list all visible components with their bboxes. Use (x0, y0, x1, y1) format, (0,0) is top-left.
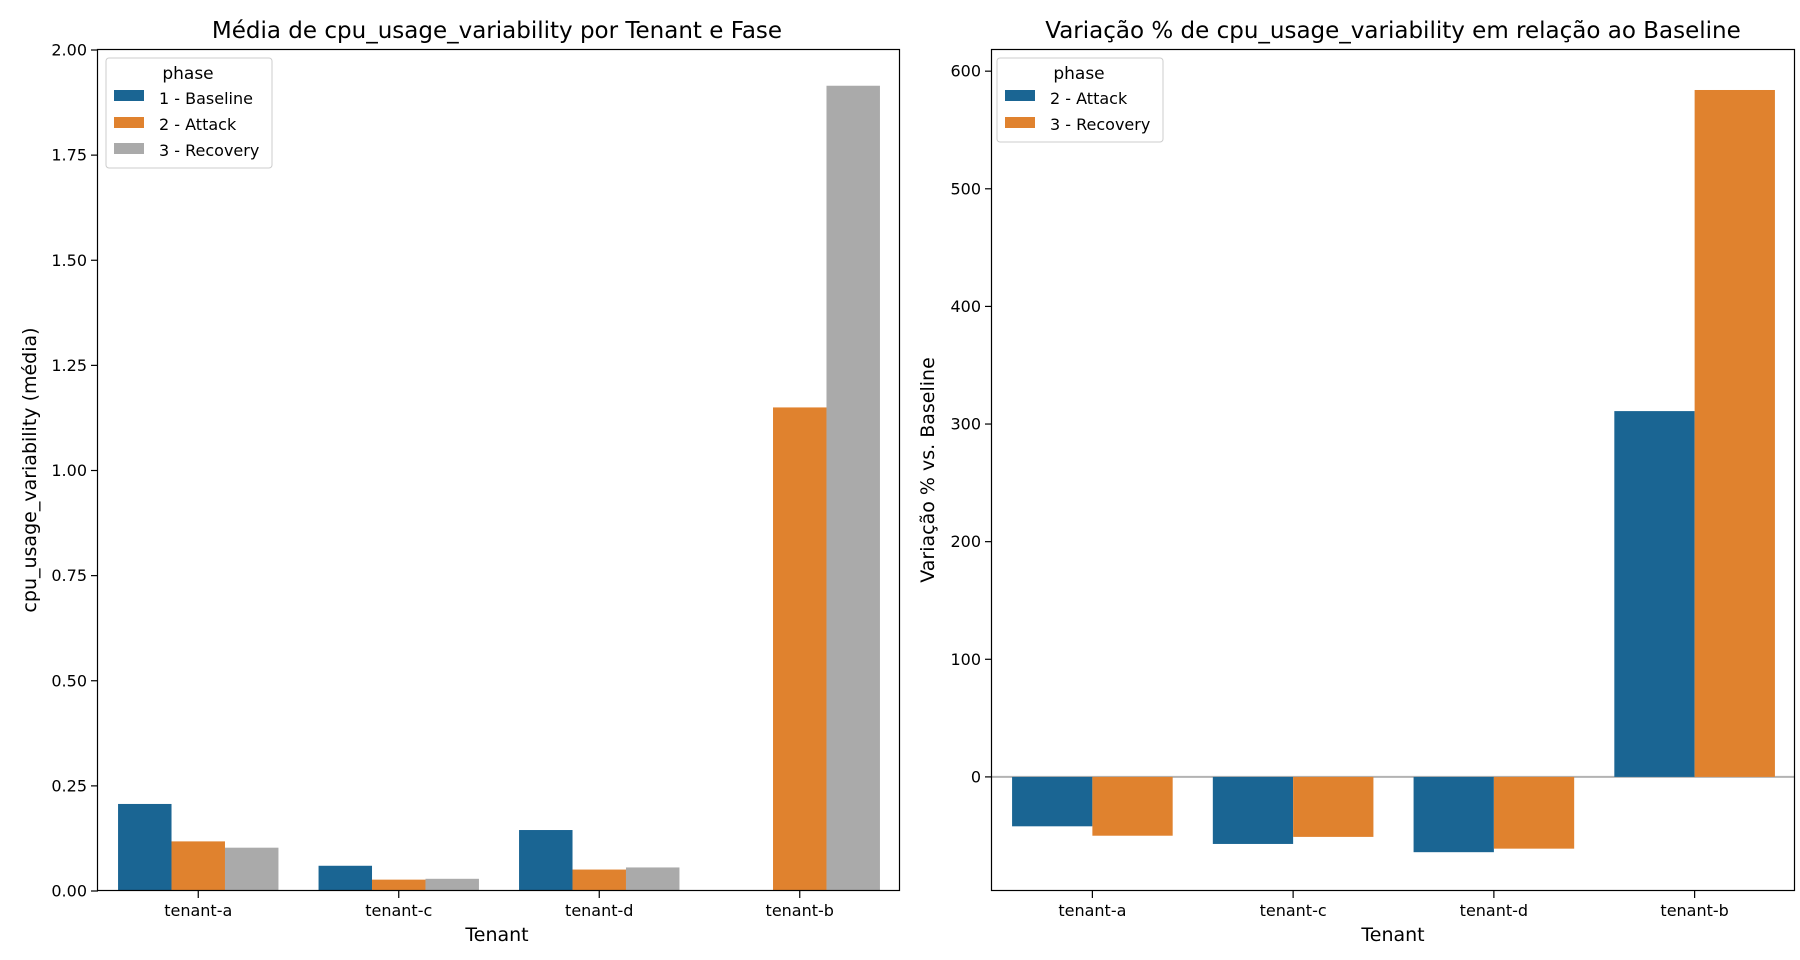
bar-tenant-a-2-attack (1012, 776, 1093, 827)
chart-left-title: Média de cpu_usage_variability por Tenan… (212, 18, 782, 44)
y-tick-label: 1.00 (51, 461, 87, 480)
bar-tenant-a-1-baseline (118, 803, 172, 891)
y-tick-label: 200 (950, 532, 981, 551)
chart-left-frame (96, 48, 901, 892)
y-tick-label: 0 (971, 767, 981, 786)
y-tick-label: 300 (950, 415, 981, 434)
chart-left: Média de cpu_usage_variability por Tenan… (19, 18, 901, 946)
bar-tenant-d-3-recovery (1493, 776, 1575, 849)
y-tick-label: 100 (950, 650, 981, 669)
x-tick-label: tenant-b (766, 901, 834, 920)
y-tick-label: 1.50 (51, 251, 87, 270)
chart-left-legend-box (105, 57, 273, 169)
bar-tenant-b-2-attack (1614, 411, 1695, 777)
bar-tenant-d-1-baseline (519, 830, 573, 891)
x-tick-label: tenant-c (365, 901, 432, 920)
chart-right: Variação % de cpu_usage_variability em r… (917, 18, 1796, 946)
y-tick-label: 1.25 (51, 356, 87, 375)
chart-left-y-ticks: 0.00 0.25 0.50 0.75 1.00 1.25 1.50 1.75 2.00 (51, 41, 98, 901)
x-tick-label: tenant-b (1660, 901, 1728, 920)
y-tick-label: 500 (950, 179, 981, 198)
legend-swatch-attack (114, 117, 144, 128)
y-tick-label: 1.75 (51, 146, 87, 165)
bar-tenant-c-3-recovery (1293, 776, 1374, 837)
legend-swatch-baseline (114, 90, 144, 101)
chart-right-x-ticks: tenant-a tenant-c tenant-d tenant-b (1058, 891, 1729, 920)
bar-tenant-a-3-recovery (224, 847, 279, 891)
chart-right-x-axis-label: Tenant (1360, 924, 1424, 946)
y-tick-label: 0.50 (51, 671, 87, 690)
chart-right-legend: phase 2 - Attack 3 - Recovery (996, 57, 1164, 143)
legend-entry-recovery: 3 - Recovery (159, 141, 259, 160)
y-tick-label: 0.00 (51, 882, 87, 901)
bar-tenant-b-3-recovery (1694, 89, 1775, 777)
legend-entry-baseline: 1 - Baseline (159, 89, 253, 108)
y-tick-label: 400 (950, 297, 981, 316)
bar-tenant-d-2-attack (572, 869, 626, 891)
legend-entry-attack: 2 - Attack (1050, 89, 1128, 108)
chart-right-title: Variação % de cpu_usage_variability em r… (1045, 18, 1740, 44)
chart-right-bars (1012, 89, 1775, 853)
chart-right-y-axis-label: Variação % vs. Baseline (917, 357, 939, 583)
legend-swatch-recovery (114, 143, 144, 154)
y-tick-label: 0.75 (51, 566, 87, 585)
bar-tenant-d-2-attack (1413, 776, 1494, 853)
legend-entry-attack: 2 - Attack (159, 115, 237, 134)
chart-left-y-axis-label: cpu_usage_variability (média) (19, 327, 41, 612)
bar-tenant-c-2-attack (372, 879, 426, 891)
bar-tenant-a-2-attack (171, 841, 225, 891)
x-tick-label: tenant-a (1058, 901, 1126, 920)
y-tick-label: 600 (950, 62, 981, 81)
y-tick-label: 0.25 (51, 776, 87, 795)
chart-right-legend-title: phase (1053, 64, 1104, 84)
chart-left-x-axis-label: Tenant (464, 924, 528, 946)
x-tick-label: tenant-a (164, 901, 232, 920)
chart-left-legend: phase 1 - Baseline 2 - Attack 3 - Recove… (105, 57, 273, 169)
legend-entry-recovery: 3 - Recovery (1050, 115, 1150, 134)
bar-tenant-c-2-attack (1212, 776, 1294, 844)
x-tick-label: tenant-d (1460, 901, 1528, 920)
y-tick-label: 2.00 (51, 41, 87, 60)
chart-right-y-ticks: 0 100 200 300 400 500 600 (950, 62, 992, 786)
x-tick-label: tenant-c (1260, 901, 1327, 920)
chart-right-legend-box (996, 57, 1164, 143)
chart-left-legend-title: phase (162, 64, 213, 84)
bar-tenant-b-3-recovery (826, 85, 880, 892)
chart-left-bars (118, 85, 880, 892)
bar-tenant-d-3-recovery (625, 867, 680, 891)
bar-tenant-c-3-recovery (425, 878, 479, 891)
bar-tenant-c-1-baseline (318, 865, 373, 891)
legend-swatch-attack (1005, 90, 1035, 101)
bar-tenant-a-3-recovery (1092, 776, 1173, 836)
x-tick-label: tenant-d (565, 901, 633, 920)
chart-right-frame (990, 48, 1796, 892)
legend-swatch-recovery (1005, 117, 1035, 128)
bar-tenant-b-2-attack (773, 407, 827, 891)
chart-left-x-ticks: tenant-a tenant-c tenant-d tenant-b (164, 891, 834, 920)
